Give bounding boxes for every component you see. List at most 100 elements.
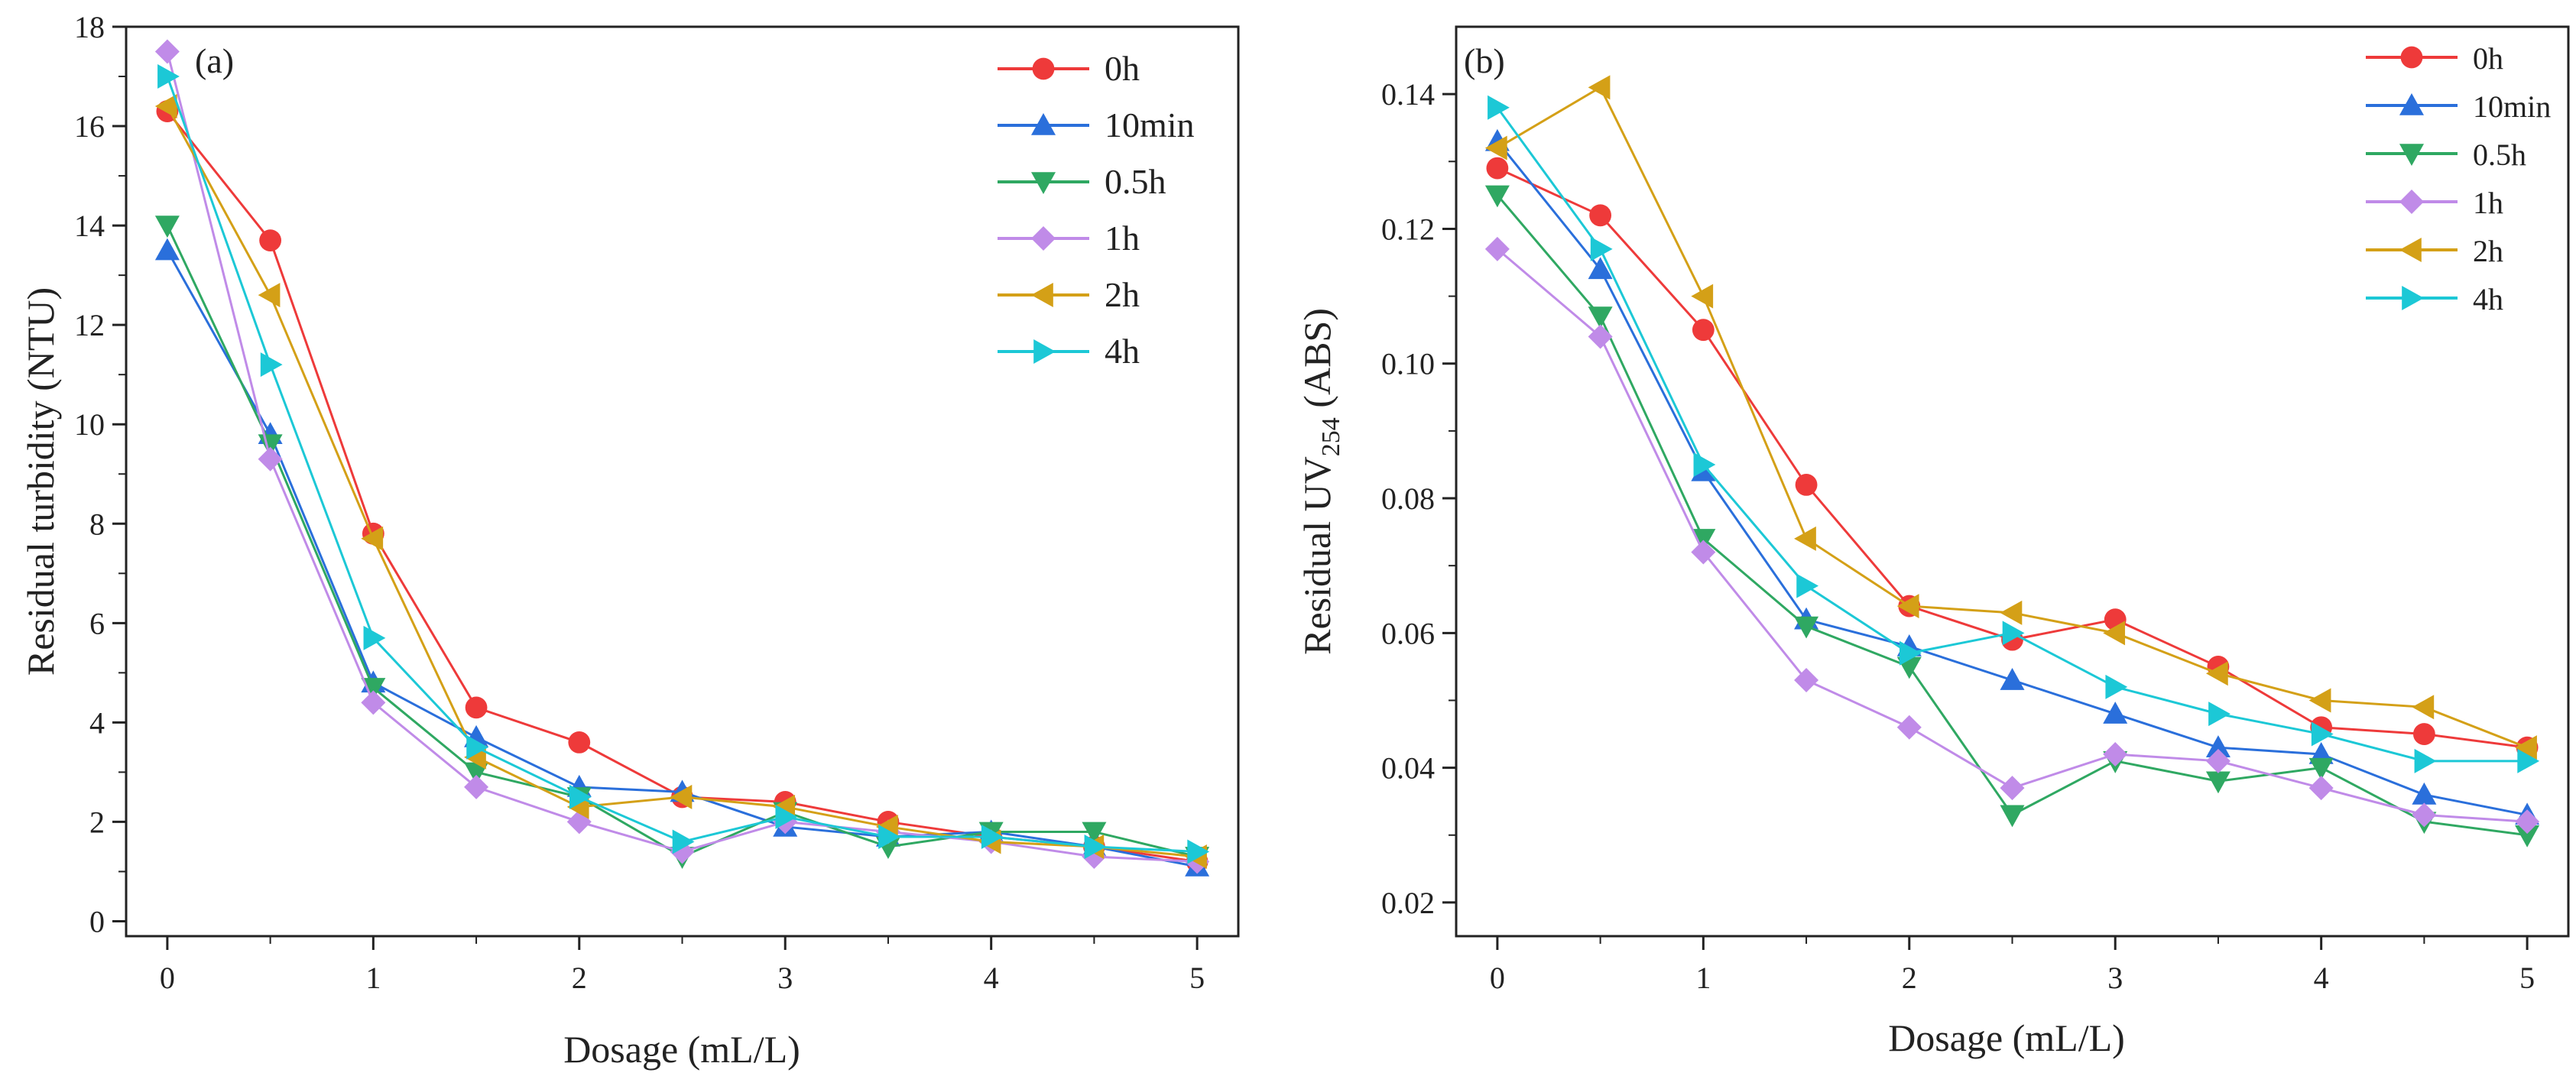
y-tick-label: 0.10: [1381, 347, 1435, 381]
y-tick-label: 0.08: [1381, 481, 1435, 516]
y-axis-title-b: Residual UV254 (ABS): [1296, 308, 1345, 655]
legend-marker: [1031, 113, 1056, 135]
legend-marker: [1033, 339, 1056, 364]
data-point: [2412, 723, 2435, 745]
series-line: [166, 225, 1198, 858]
data-point: [465, 696, 488, 719]
data-point: [1692, 319, 1715, 342]
data-point: [2002, 621, 2025, 646]
data-point: [1794, 668, 1819, 693]
y-tick-label: 0.04: [1381, 751, 1435, 786]
series-1h: [1484, 236, 2540, 835]
legend-marker: [2399, 238, 2422, 262]
data-point: [2105, 674, 2128, 699]
data-point: [154, 238, 180, 261]
data-point: [2412, 802, 2437, 828]
legend-marker: [1032, 57, 1055, 80]
x-tick-label: 5: [1189, 961, 1205, 995]
legend-label: 2h: [2473, 234, 2503, 268]
legend-label: 0.5h: [2473, 138, 2526, 172]
data-point: [2515, 825, 2540, 848]
data-point: [154, 216, 180, 238]
y-axis-title-b-suffix: (ABS): [1296, 308, 1338, 417]
legend-marker: [2399, 144, 2424, 166]
series-line: [1497, 167, 2528, 749]
data-point: [568, 731, 591, 754]
legend-b: 0h 10min 0.5h 1h 2h 4h: [2366, 41, 2551, 316]
legend-label: 4h: [2473, 282, 2503, 316]
legend-marker: [1031, 172, 1056, 194]
x-tick-label: 4: [2314, 961, 2329, 995]
data-point: [361, 526, 384, 551]
data-point: [2103, 742, 2128, 767]
legend-marker: [2400, 46, 2423, 69]
series-10min: [1484, 128, 2540, 825]
data-point: [154, 39, 180, 64]
data-point: [1588, 75, 1611, 100]
series-line: [1496, 140, 2528, 816]
data-point: [1486, 157, 1509, 180]
legend-marker: [1031, 283, 1053, 307]
data-point: [2103, 621, 2126, 646]
data-point: [1691, 284, 1714, 309]
y-tick-label: 14: [74, 209, 105, 243]
series-4h: [1488, 95, 2540, 773]
data-point: [1691, 529, 1716, 551]
y-tick-label: 10: [74, 407, 105, 442]
data-point: [2308, 688, 2331, 713]
data-point: [2000, 668, 2025, 690]
data-point: [1484, 135, 1507, 160]
data-point: [2308, 757, 2334, 780]
data-point: [2208, 702, 2230, 727]
y-tick-label: 0: [89, 904, 105, 938]
data-point: [1896, 715, 1922, 740]
data-point: [361, 678, 386, 700]
legend-a: 0h 10min 0.5h 1h 2h 4h: [998, 49, 1195, 371]
series-0h: [156, 100, 1209, 873]
data-point: [1794, 526, 1816, 551]
data-point: [2000, 805, 2025, 828]
data-point: [1590, 236, 1613, 261]
x-tick-label: 2: [1902, 961, 1917, 995]
data-point: [260, 352, 283, 378]
legend-label: 0h: [1105, 49, 1140, 88]
data-point: [1796, 573, 1819, 598]
data-point: [672, 829, 695, 854]
legend-label: 10min: [1105, 105, 1195, 144]
data-point: [569, 784, 592, 809]
series-line: [1496, 106, 2528, 763]
series-group-a: [154, 39, 1210, 877]
data-point: [2308, 776, 2334, 801]
legend-marker: [1031, 226, 1056, 251]
legend-label: 0.5h: [1105, 162, 1166, 201]
axis-ticks-b: 0 1 2 3 4 5 0.02 0.04 0.06 0.08 0.10 0.12 0.14: [1381, 77, 2535, 995]
data-point: [2517, 748, 2540, 773]
data-point: [1693, 452, 1716, 477]
series-line: [1496, 194, 2528, 837]
data-point: [1896, 594, 1919, 619]
x-tick-label: 4: [984, 961, 999, 995]
data-point: [464, 762, 489, 785]
y-axis-title-a: Residual turbidity (NTU): [19, 287, 62, 676]
legend-label: 0h: [2473, 41, 2503, 76]
data-point: [258, 446, 283, 472]
data-point: [2515, 735, 2537, 760]
series-group-b: [1484, 75, 2540, 848]
y-tick-label: 0.06: [1381, 616, 1435, 650]
data-point: [2000, 776, 2025, 801]
data-point: [2205, 771, 2230, 794]
y-tick-label: 12: [74, 308, 105, 342]
data-point: [2414, 748, 2437, 773]
data-point: [2103, 702, 2128, 724]
legend-label: 4h: [1105, 332, 1140, 371]
series-10min: [154, 238, 1210, 877]
series-0-5h: [1484, 185, 2540, 848]
data-point: [1588, 324, 1613, 349]
x-tick-label: 1: [1695, 961, 1711, 995]
x-tick-label: 2: [572, 961, 587, 995]
panel-label-a: (a): [195, 41, 234, 80]
y-axis-title-b-main: Residual UV: [1296, 456, 1338, 655]
